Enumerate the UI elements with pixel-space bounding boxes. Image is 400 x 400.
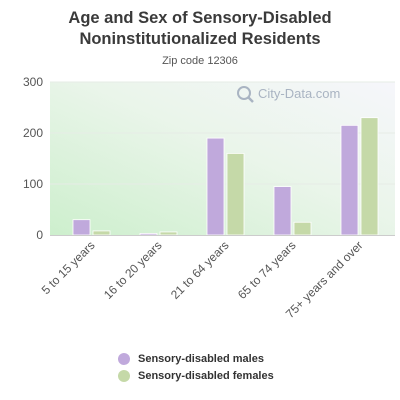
legend-label-males: Sensory-disabled males <box>138 353 264 365</box>
watermark-text: City-Data.com <box>258 86 340 101</box>
legend-swatch-females <box>118 370 130 382</box>
chart-title: Age and Sex of Sensory-Disabled Noninsti… <box>0 8 400 50</box>
chart-title-line-2: Noninstitutionalized Residents <box>79 30 321 48</box>
x-tick-label-0: 5 to 15 years <box>39 238 98 297</box>
legend: Sensory-disabled males Sensory-disabled … <box>118 351 274 385</box>
bar-females-3 <box>293 221 312 236</box>
bar-females-2 <box>226 152 245 236</box>
bar-males-3 <box>273 186 292 236</box>
magnifier-icon <box>237 86 254 103</box>
x-tick-label-3: 65 to 74 years <box>235 238 299 302</box>
bar-females-1 <box>159 231 178 236</box>
legend-label-females: Sensory-disabled females <box>138 370 274 382</box>
bar-males-1 <box>139 233 158 236</box>
bar-males-4 <box>340 124 359 236</box>
bar-females-4 <box>360 117 379 236</box>
x-tick-label-1: 16 to 20 years <box>101 238 165 302</box>
legend-item-females: Sensory-disabled females <box>118 368 274 384</box>
y-tick-label-100: 100 <box>23 177 43 191</box>
y-tick-label-200: 200 <box>23 126 43 140</box>
watermark: City-Data.com <box>237 86 340 103</box>
legend-item-males: Sensory-disabled males <box>118 351 274 367</box>
y-axis-ticks: 0 100 200 300 <box>23 75 43 242</box>
y-tick-label-0: 0 <box>36 228 43 242</box>
chart-title-line-1: Age and Sex of Sensory-Disabled <box>68 9 332 27</box>
legend-swatch-males <box>118 353 130 365</box>
y-tick-label-300: 300 <box>23 75 43 89</box>
bar-males-0 <box>72 219 91 236</box>
bar-males-2 <box>206 137 225 236</box>
x-axis-ticks: 5 to 15 years 16 to 20 years 21 to 64 year… <box>39 238 366 321</box>
bar-females-0 <box>92 230 111 236</box>
chart-subtitle: Zip code 12306 <box>162 55 238 67</box>
x-tick-label-2: 21 to 64 years <box>168 238 232 302</box>
